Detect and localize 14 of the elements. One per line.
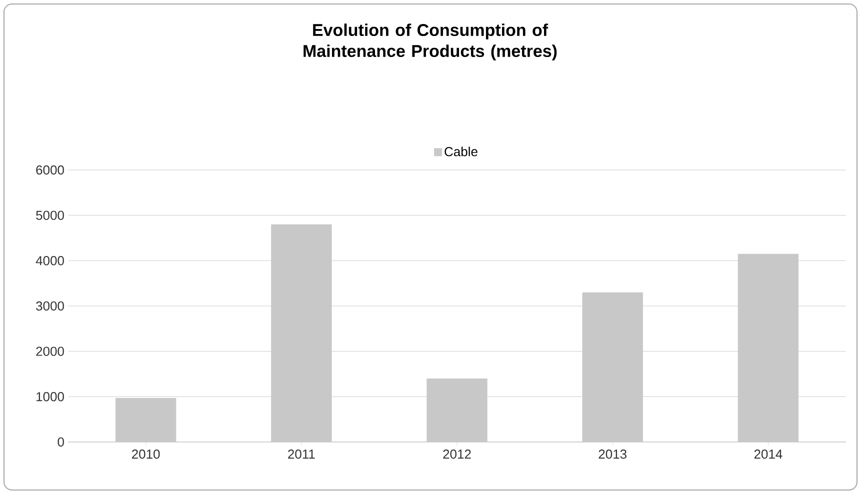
y-tick-label: 0 [58, 437, 64, 447]
y-tick-label: 3000 [36, 301, 64, 311]
y-tick-label: 5000 [36, 210, 64, 220]
y-tick-label: 1000 [36, 392, 64, 402]
chart-title: Evolution of Consumption of Maintenance Products (metres) [304, 24, 557, 60]
x-tick-label: 2011 [288, 450, 315, 459]
legend-label: Cable [444, 146, 478, 156]
x-tick-label: 2012 [443, 450, 471, 459]
x-tick-label: 2013 [598, 450, 626, 459]
x-tick-label: 2014 [754, 450, 782, 459]
y-tick-label: 6000 [36, 165, 64, 175]
y-tick-label: 4000 [36, 256, 64, 266]
y-tick-label: 2000 [36, 346, 64, 356]
x-tick-label: 2010 [132, 450, 160, 459]
